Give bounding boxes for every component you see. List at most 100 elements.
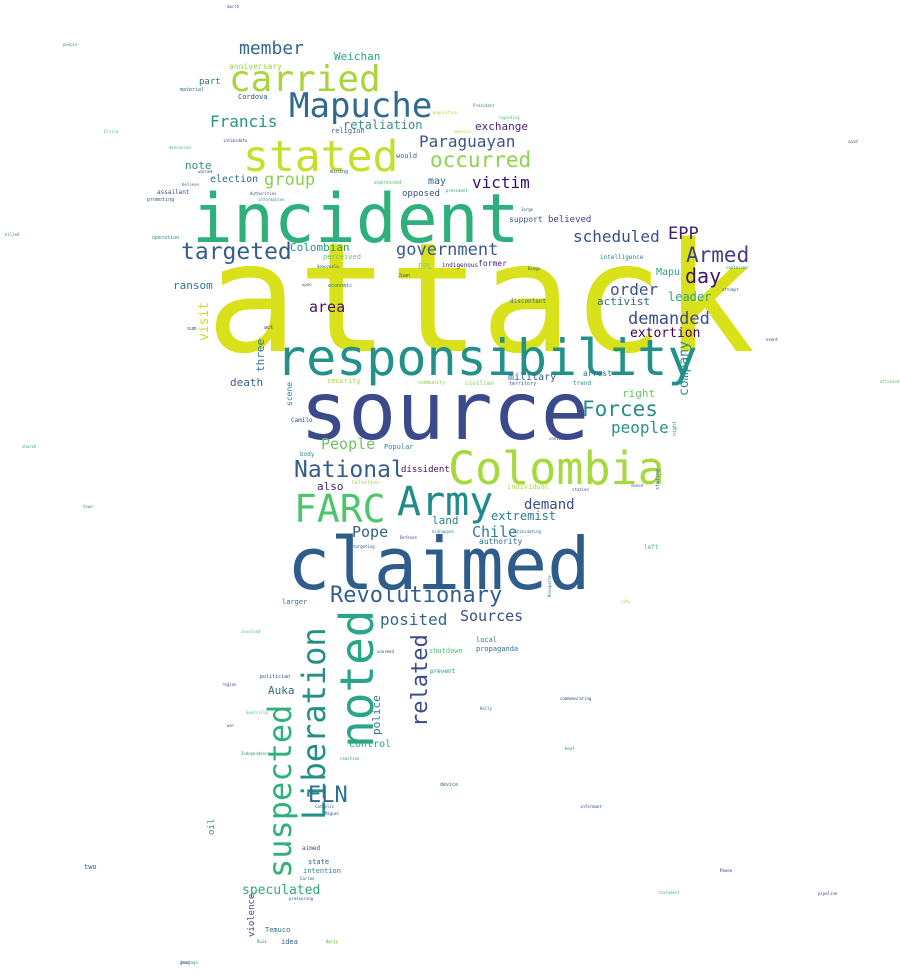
word-pope: Pope: [352, 523, 389, 541]
word-arrest: arrest: [583, 369, 612, 378]
word-denounced: denounced: [169, 145, 191, 150]
word-pavon: Pavon: [720, 868, 733, 873]
word-device: device: [440, 782, 459, 788]
word-assailant: assailant: [157, 189, 190, 196]
word-shutdown: shutdown: [429, 647, 463, 655]
word-authorities: Authorities: [250, 191, 277, 196]
word-control: control: [349, 739, 392, 750]
word-station: station: [572, 487, 589, 492]
word-town: town: [83, 504, 93, 509]
word-territory: territory: [509, 381, 537, 387]
word-right: right: [622, 387, 656, 400]
word-intelligence: intelligence: [600, 254, 644, 261]
word-police: police: [370, 695, 383, 735]
word-information: information: [258, 197, 285, 202]
word-bonaparte: Bonaparte: [547, 575, 552, 597]
word-promoting: promoting: [147, 197, 175, 203]
word-venezuela: Venezuela: [317, 264, 339, 269]
word-pressuring: pressuring: [289, 896, 314, 901]
word-regarding: regarding: [498, 115, 520, 120]
word-state: state: [308, 858, 330, 866]
word-commemorating: commemorating: [560, 696, 592, 701]
word-perceived: perceived: [323, 253, 361, 261]
word-continue: continue: [549, 436, 569, 441]
word-mining: mining: [330, 169, 349, 175]
word-paraguayan: Paraguayan: [419, 132, 516, 151]
word-day: day: [685, 264, 722, 288]
word-elvira: Elvira: [104, 129, 119, 134]
word-colombian: Colombian: [290, 241, 350, 254]
word-also: also: [317, 480, 344, 493]
word-army: Army: [397, 479, 494, 525]
word-killed: killed: [5, 232, 20, 237]
word-celestino: Celestino: [352, 480, 380, 486]
word-victim: victim: [472, 173, 530, 192]
word-francis: Francis: [210, 112, 278, 131]
word-cordova: Cordova: [238, 93, 268, 101]
word-gang: gang: [180, 960, 190, 965]
word-may: may: [428, 176, 447, 187]
word-military: military: [508, 372, 557, 383]
word-stated: stated: [243, 132, 399, 182]
word-beat: beat: [565, 746, 575, 751]
word-dissident: dissident: [401, 465, 450, 475]
word-two: two: [84, 863, 97, 871]
word-informant: informant: [580, 804, 602, 809]
word-speculated: speculated: [242, 883, 321, 898]
word-independence: Independence: [241, 751, 270, 756]
word-upon: upon: [302, 282, 312, 287]
word-people-cap: People: [321, 435, 376, 453]
word-aimed: aimed: [302, 845, 321, 852]
word-forces: Forces: [582, 397, 658, 421]
word-retaliation: retaliation: [343, 118, 423, 132]
word-source: source: [300, 365, 589, 458]
word-responsibility: responsibility: [276, 329, 698, 387]
word-religion: religion: [331, 127, 365, 135]
word-civilian: civilian: [465, 380, 494, 387]
word-popular: Popular: [384, 443, 414, 451]
word-expressed: expressed: [374, 180, 402, 186]
word-local: local: [476, 636, 498, 644]
word-indigenous: indigenous: [442, 262, 479, 269]
word-material: material: [180, 87, 205, 93]
word-group: group: [264, 170, 316, 190]
word-posited: posited: [380, 610, 448, 629]
word-company: company: [677, 341, 692, 396]
word-prevent: prevent: [430, 668, 456, 675]
word-former: former: [478, 259, 507, 268]
word-intimidating: intimidating: [512, 529, 541, 534]
word-intimidate: intimidate: [223, 138, 248, 143]
word-city: city: [621, 599, 631, 604]
word-temuco: Temuco: [265, 926, 291, 934]
word-leader: leader: [668, 290, 712, 304]
word-government: government: [396, 240, 499, 260]
word-attempt: attempt: [722, 287, 739, 292]
word-scene: scene: [285, 381, 294, 406]
word-carlos: Carlos: [300, 876, 315, 881]
word-mapuche: Mapuche: [289, 86, 433, 126]
word-politician: politician: [260, 674, 291, 680]
word-stating: stating: [655, 468, 661, 490]
word-carried: carried: [229, 59, 381, 100]
word-jorge: Jorge: [521, 207, 534, 212]
word-extortion: extortion: [630, 326, 701, 341]
word-farc: FARC: [294, 487, 386, 531]
word-diego: Diego: [528, 266, 541, 271]
word-said: said: [848, 139, 858, 144]
word-eln: ELN: [308, 783, 348, 808]
word-america: america: [454, 129, 471, 134]
word-population: population: [433, 110, 458, 115]
word-occurred: occurred: [430, 148, 532, 172]
word-exchange: exchange: [475, 120, 528, 133]
word-death: death: [230, 376, 264, 389]
word-defense: Defense: [400, 535, 417, 540]
word-opposed: opposed: [402, 189, 440, 199]
word-president-cap: President: [473, 103, 495, 108]
word-intention: intention: [303, 867, 341, 875]
word-discontent: discontent: [510, 298, 547, 305]
word-operation: operation: [152, 235, 180, 241]
word-propaganda: propaganda: [476, 645, 519, 653]
word-hostage: hostage: [181, 960, 198, 965]
word-land: land: [432, 514, 459, 527]
word-anniversary: anniversary: [229, 62, 282, 71]
